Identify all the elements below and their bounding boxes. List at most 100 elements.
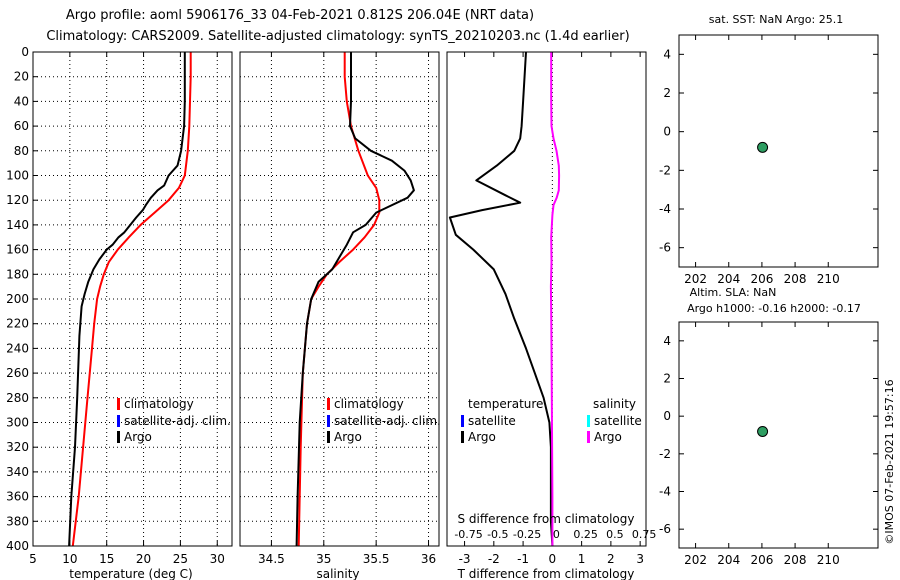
legend-label-temp-satellite: satellite: [468, 414, 516, 428]
ticks: 202 204 206 208 210 4 2 0 -2 -4 -6: [659, 322, 878, 567]
y-tick-label: 140: [6, 218, 29, 232]
x-tick-label: 10: [62, 552, 77, 566]
legend-label-climatology: climatology: [334, 397, 404, 411]
y-tick-label: 0: [21, 45, 29, 59]
x-tick-label: 35: [316, 552, 331, 566]
x-tick-label: 210: [817, 272, 840, 286]
panel-title: Altim. SLA: NaN: [690, 286, 777, 299]
x-tick-label: 35.5: [363, 552, 390, 566]
legend: temperature satellite Argo salinity sate…: [461, 397, 642, 444]
legend-swatch-temp-argo: [461, 431, 464, 443]
s-tick-label: 0.75: [632, 528, 657, 541]
points: [757, 425, 769, 437]
legend-swatch-climatology: [117, 398, 120, 410]
plot-frame: [678, 34, 879, 268]
y-tick-label: 0: [663, 409, 671, 423]
x-tick-label: 36: [421, 552, 436, 566]
s-tick-label: 0.5: [606, 528, 624, 541]
x-tick-label: 210: [817, 553, 840, 567]
ticks: -3 -2 -1 0 1 2 3 -0.75 -0.5 -0.25 0 0.25 0.5 0.75: [454, 52, 656, 566]
title-line-1: Argo profile: aoml 5906176_33 04-Feb-202…: [66, 8, 534, 23]
y-tick-label: 340: [6, 465, 29, 479]
x-tick-label: 0: [549, 552, 557, 566]
y-tick-label: -6: [659, 522, 671, 536]
legend-title-temperature: temperature: [468, 397, 543, 411]
legend-label-argo: Argo: [334, 430, 362, 444]
legend-label-satellite: satellite-adj. clim.: [124, 414, 231, 428]
x-tick-label: 208: [784, 553, 807, 567]
s-tick-label: -0.25: [513, 528, 541, 541]
x-tick-label: -3: [459, 552, 471, 566]
series-line-argo: [68, 52, 186, 547]
series-line-t-difference-argo-: [448, 51, 554, 547]
legend-label-climatology: climatology: [124, 397, 194, 411]
ticks: 5 10 15 20 25 3002040608010012014016018020022…: [6, 45, 225, 566]
y-tick-label: -6: [659, 241, 671, 255]
y-tick-label: 380: [6, 514, 29, 528]
x-tick-label: 206: [750, 272, 773, 286]
legend-label-temp-argo: Argo: [468, 430, 496, 444]
y-tick-label: 40: [14, 94, 29, 108]
temperature-panel: 5 10 15 20 25 3002040608010012014016018020022…: [6, 45, 233, 580]
x-axis-label: T difference from climatology: [457, 567, 635, 580]
series: [448, 51, 561, 547]
y-tick-label: 200: [6, 292, 29, 306]
x-tick-label: -1: [517, 552, 529, 566]
legend-swatch-argo: [117, 431, 120, 443]
y-tick-label: 220: [6, 317, 29, 331]
y-tick-label: 80: [14, 144, 29, 158]
ticks: 34.5 35 35.5 36: [258, 52, 436, 566]
y-tick-label: 260: [6, 366, 29, 380]
plot-frame: [239, 51, 440, 547]
y-tick-label: -2: [659, 447, 671, 461]
y-tick-label: 2: [663, 372, 671, 386]
s-tick-label: 0.25: [573, 528, 598, 541]
x-tick-label: 34.5: [258, 552, 285, 566]
y-tick-label: 4: [663, 334, 671, 348]
panel-subtitle: Argo h1000: -0.16 h2000: -0.17: [687, 302, 861, 315]
imos-stamp: ©IMOS 07-Feb-2021 19:57:16: [883, 379, 896, 544]
panel-title: sat. SST: NaN Argo: 25.1: [709, 13, 843, 26]
y-tick-label: 160: [6, 243, 29, 257]
y-tick-label: 240: [6, 341, 29, 355]
ticks: 202 204 206 208 210 4 2 0 -2 -4 -6: [659, 35, 878, 286]
y-tick-label: -2: [659, 163, 671, 177]
sst-panel: sat. SST: NaN Argo: 25.1 202 204 206 208 210…: [659, 13, 879, 286]
x-axis-label: temperature (deg C): [69, 567, 192, 580]
series-line-s-difference-argo-: [549, 52, 561, 546]
series: [295, 52, 415, 547]
legend-swatch-argo: [327, 431, 330, 443]
y-tick-label: 4: [663, 47, 671, 61]
y-tick-label: 300: [6, 416, 29, 430]
s-difference-label: S difference from climatology: [458, 512, 635, 526]
legend: climatology satellite-adj. clim. Argo: [327, 397, 441, 444]
s-tick-label: -0.5: [487, 528, 508, 541]
argo-location-marker: [757, 141, 769, 153]
y-tick-label: 360: [6, 490, 29, 504]
x-tick-label: 30: [210, 552, 225, 566]
legend-label-satellite: satellite-adj. clim.: [334, 414, 441, 428]
legend-label-sal-satellite: satellite: [594, 414, 642, 428]
x-tick-label: 20: [136, 552, 151, 566]
legend-label-sal-argo: Argo: [594, 430, 622, 444]
legend-swatch-climatology: [327, 398, 330, 410]
x-tick-label: 5: [29, 552, 37, 566]
legend: climatology satellite-adj. clim. Argo: [117, 397, 231, 444]
x-tick-label: 202: [684, 272, 707, 286]
y-tick-label: 60: [14, 119, 29, 133]
legend-label-argo: Argo: [124, 430, 152, 444]
y-tick-label: 120: [6, 193, 29, 207]
x-tick-label: 25: [173, 552, 188, 566]
s-tick-label: 0: [553, 528, 560, 541]
plot-frame: [32, 51, 233, 547]
series-line-argo: [295, 52, 415, 547]
grid: [33, 52, 232, 546]
y-tick-label: 20: [14, 70, 29, 84]
legend-title-salinity: salinity: [593, 397, 636, 411]
y-tick-label: 400: [6, 539, 29, 553]
x-tick-label: -2: [488, 552, 500, 566]
y-tick-label: 100: [6, 169, 29, 183]
difference-panel: -3 -2 -1 0 1 2 3 -0.75 -0.5 -0.25 0 0.25 0.5 0.75 T d…: [446, 51, 656, 580]
legend-swatch-satellite: [327, 415, 330, 427]
